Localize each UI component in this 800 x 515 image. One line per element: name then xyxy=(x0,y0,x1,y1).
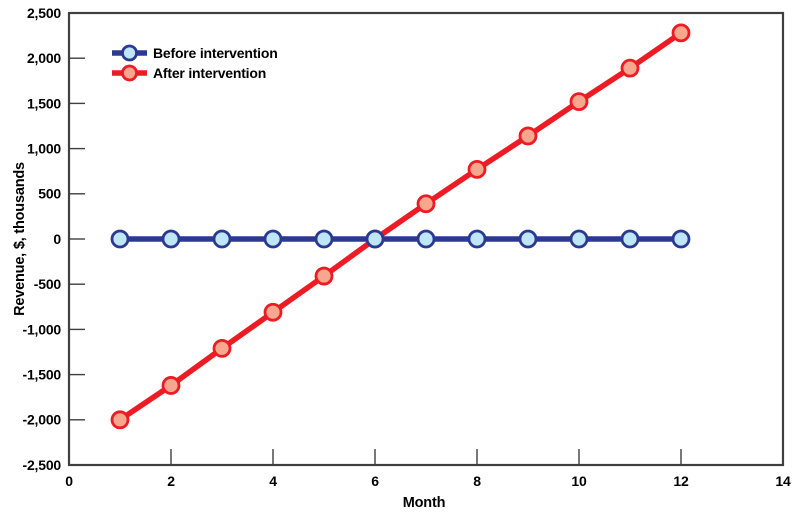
series-line-after-intervention xyxy=(117,30,684,423)
y-tick-label: -1,000 xyxy=(23,321,62,337)
legend-marker-icon xyxy=(121,44,138,62)
data-point-after-intervention xyxy=(110,410,130,430)
x-tick-label: 8 xyxy=(473,473,481,489)
data-point-after-intervention xyxy=(671,23,691,43)
y-tick-label: 2,500 xyxy=(27,5,61,21)
data-point-before-intervention xyxy=(518,229,538,249)
y-tick-label: 1,000 xyxy=(27,141,61,157)
data-point-after-intervention xyxy=(467,159,487,179)
x-axis-title: Month xyxy=(403,495,445,511)
x-tick-label: 4 xyxy=(269,473,277,489)
legend-item-after-intervention: After intervention xyxy=(112,64,266,82)
data-point-after-intervention xyxy=(161,376,181,395)
data-point-before-intervention xyxy=(161,229,181,249)
x-tick-label: 10 xyxy=(571,473,587,489)
legend-item-before-intervention: Before intervention xyxy=(112,44,278,62)
data-point-before-intervention xyxy=(314,229,334,249)
y-tick-label: 500 xyxy=(38,186,61,202)
data-point-before-intervention xyxy=(110,229,130,249)
legend-marker-icon xyxy=(121,64,138,82)
data-point-before-intervention xyxy=(467,229,487,249)
y-tick-label: 0 xyxy=(53,231,61,247)
data-point-after-intervention xyxy=(620,58,640,78)
legend-label: After intervention xyxy=(153,65,266,81)
y-tick-label: 1,500 xyxy=(27,95,61,111)
y-tick-label: -1,500 xyxy=(23,367,62,383)
data-point-after-intervention xyxy=(569,92,589,111)
data-point-after-intervention xyxy=(314,266,334,286)
data-point-before-intervention xyxy=(620,229,640,249)
data-point-before-intervention xyxy=(569,229,589,249)
x-tick-label: 6 xyxy=(371,473,379,489)
data-point-before-intervention xyxy=(263,229,283,249)
plot-area: -2,500 -2,000 -1,500 -1,000 -500 0 500 1,000 1,5… xyxy=(23,5,792,489)
y-tick-label: -2,500 xyxy=(23,457,62,473)
y-tick-label: -500 xyxy=(34,276,62,292)
data-point-after-intervention xyxy=(518,126,538,146)
plot-frame xyxy=(67,11,785,467)
y-axis-title: Revenue, $, thousands xyxy=(12,162,28,316)
data-point-after-intervention xyxy=(263,302,283,322)
x-tick-label: 12 xyxy=(673,473,689,489)
data-point-before-intervention xyxy=(671,229,691,249)
legend-label: Before intervention xyxy=(153,45,278,61)
x-tick-label: 0 xyxy=(65,473,73,489)
data-point-before-intervention xyxy=(212,229,232,249)
legend: Before intervention After intervention xyxy=(112,44,278,82)
y-tick-label: -2,000 xyxy=(23,412,62,428)
data-point-after-intervention xyxy=(212,338,232,358)
data-point-after-intervention xyxy=(416,194,436,214)
x-tick-label: 2 xyxy=(167,473,175,489)
y-tick-label: 2,000 xyxy=(27,50,61,66)
data-point-before-intervention xyxy=(365,229,385,249)
data-point-before-intervention xyxy=(416,229,436,249)
x-tick-label: 14 xyxy=(775,473,791,489)
